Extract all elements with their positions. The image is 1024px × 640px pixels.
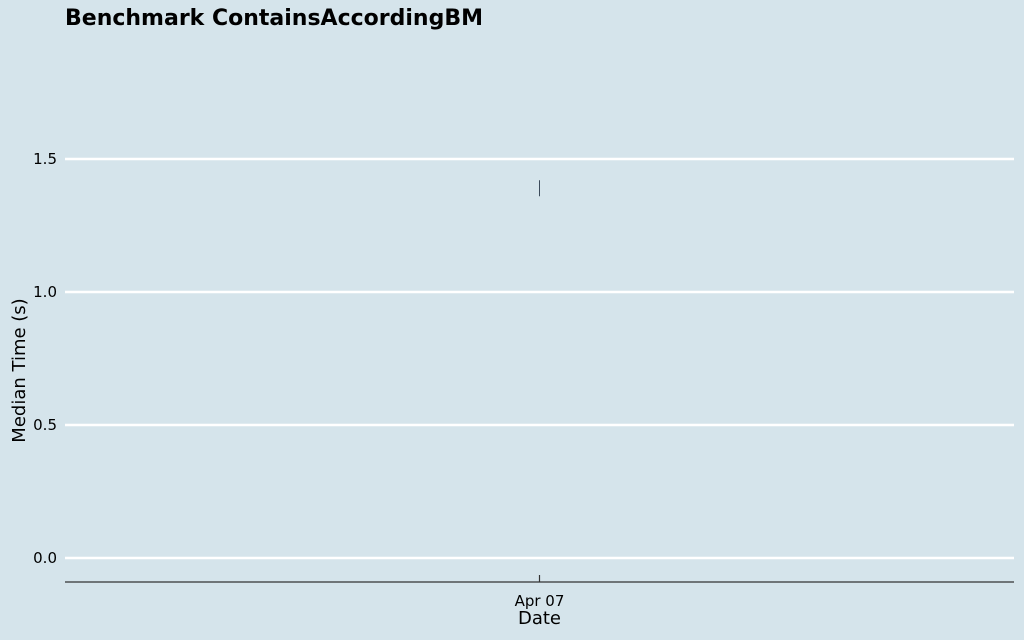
y-tick-label: 1.5 (33, 150, 57, 168)
x-axis-label: Date (518, 608, 561, 629)
chart-title: Benchmark ContainsAccordingBM (65, 6, 483, 31)
x-tick-label: Apr 07 (515, 592, 565, 610)
y-axis-label: Median Time (s) (9, 298, 30, 442)
y-tick-label: 0.0 (33, 549, 57, 567)
y-tick-label: 1.0 (33, 283, 57, 301)
y-tick-label: 0.5 (33, 416, 57, 434)
